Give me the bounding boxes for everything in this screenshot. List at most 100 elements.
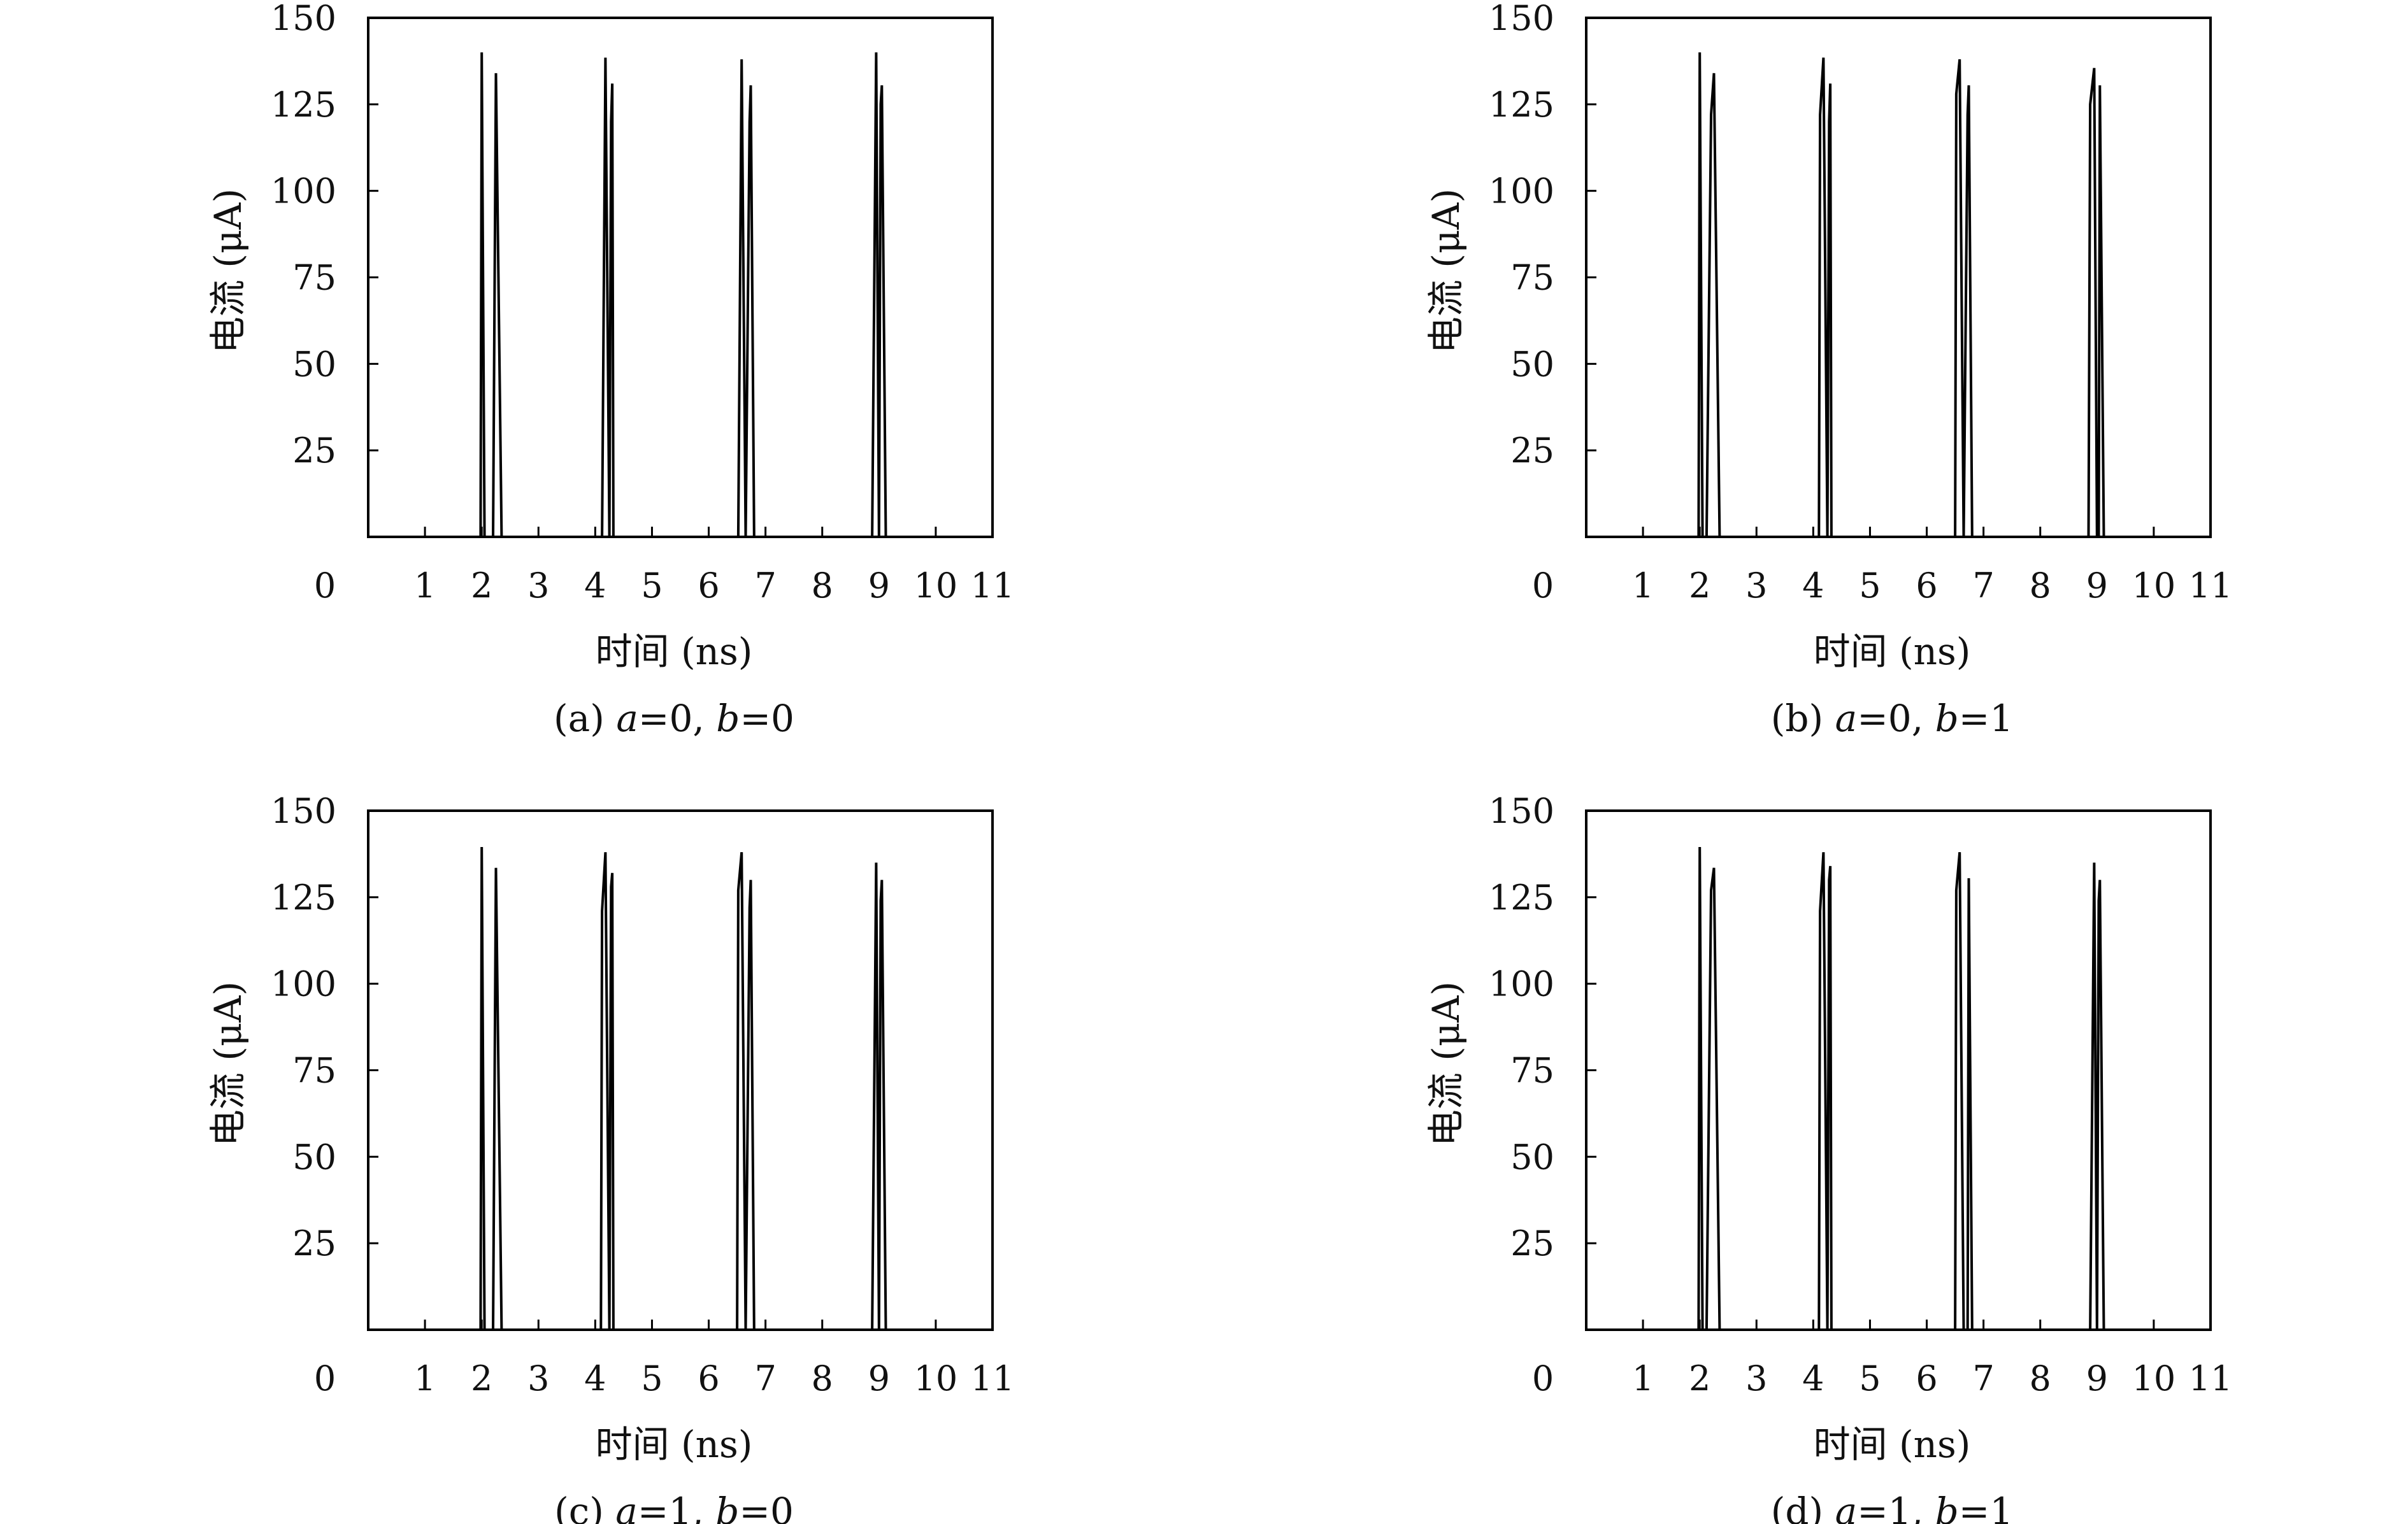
y-tick-label: 50 <box>292 1137 336 1177</box>
caption-prefix: (c) <box>554 1490 615 1524</box>
y-tick-label: 100 <box>1489 964 1554 1004</box>
caption-prefix: (a) <box>554 697 616 740</box>
x-tick-label: 0 <box>1532 566 1554 606</box>
x-tick-label: 11 <box>971 566 1015 606</box>
x-tick-label: 11 <box>971 1358 1015 1399</box>
y-tick-label: 125 <box>1489 85 1554 125</box>
y-tick-label: 125 <box>271 85 336 125</box>
x-tick-label: 5 <box>641 566 663 606</box>
caption-val-b: =0 <box>739 1490 794 1524</box>
caption-prefix: (b) <box>1771 697 1835 740</box>
x-tick-label: 7 <box>754 566 776 606</box>
panel-caption: (a) a=0, b=0 <box>554 697 794 740</box>
y-tick-label: 125 <box>1489 878 1554 918</box>
x-tick-label: 2 <box>1689 566 1710 606</box>
caption-var-a: a <box>615 1490 638 1524</box>
y-tick-label: 125 <box>271 878 336 918</box>
x-tick-label: 7 <box>1972 566 1994 606</box>
x-tick-label: 0 <box>1532 1358 1554 1399</box>
x-tick-label: 4 <box>584 566 606 606</box>
x-tick-label: 6 <box>1916 566 1937 606</box>
series-line <box>1586 846 2211 1331</box>
chart-panel: 0 1 2 3 4 5 6 7 8 9 10 11 25 50 75 100 125 150 时间 (ns) 电流 (… <box>206 791 1014 1524</box>
x-axis-label: 时间 (ns) <box>1814 630 1971 673</box>
x-tick-label: 0 <box>314 1358 336 1399</box>
y-tick-label: 50 <box>1510 344 1554 384</box>
plot-frame <box>367 809 994 1331</box>
x-axis-label: 时间 (ns) <box>596 1423 753 1466</box>
x-tick-label: 0 <box>314 566 336 606</box>
x-tick-label: 11 <box>2189 1358 2233 1399</box>
caption-var-b: b <box>1935 697 1959 740</box>
x-tick-label: 3 <box>527 1358 549 1399</box>
caption-val-b: =1 <box>1959 697 2014 740</box>
y-tick-label: 75 <box>292 1051 336 1091</box>
y-axis-label: 电流 (μA) <box>1424 981 1468 1146</box>
panel-caption: (b) a=0, b=1 <box>1771 697 2013 740</box>
x-tick-label: 1 <box>1632 1358 1654 1399</box>
x-tick-label: 6 <box>1916 1358 1937 1399</box>
x-tick-label: 10 <box>2132 1358 2176 1399</box>
caption-var-b: b <box>1935 1490 1959 1524</box>
panel-caption: (d) a=1, b=1 <box>1771 1490 2013 1524</box>
x-tick-label: 8 <box>2030 566 2051 606</box>
series-line <box>368 846 993 1331</box>
x-tick-label: 6 <box>698 1358 719 1399</box>
x-tick-label: 9 <box>2086 566 2108 606</box>
series-line <box>1586 52 2211 538</box>
caption-var-b: b <box>716 697 740 740</box>
y-axis-label: 电流 (μA) <box>206 189 250 353</box>
x-tick-label: 9 <box>2086 1358 2108 1399</box>
y-tick-label: 100 <box>1489 171 1554 211</box>
x-tick-label: 6 <box>698 566 719 606</box>
y-tick-label: 75 <box>1510 1051 1554 1091</box>
y-tick-label: 25 <box>292 1223 336 1264</box>
caption-var-b: b <box>715 1490 739 1524</box>
x-tick-label: 9 <box>868 566 890 606</box>
caption-val-b: =1 <box>1959 1490 2014 1524</box>
caption-var-a: a <box>616 697 638 740</box>
x-tick-label: 1 <box>1632 566 1654 606</box>
caption-val-a: =1, <box>638 1490 715 1524</box>
x-tick-label: 11 <box>2189 566 2233 606</box>
chart-panel: 0 1 2 3 4 5 6 7 8 9 10 11 25 50 75 100 125 150 时间 (ns) 电流 (… <box>1424 0 2232 740</box>
y-tick-label: 100 <box>271 964 336 1004</box>
y-tick-label: 100 <box>271 171 336 211</box>
chart-panel: 0 1 2 3 4 5 6 7 8 9 10 11 25 50 75 100 125 150 时间 (ns) 电流 (… <box>1424 791 2232 1524</box>
series-line <box>368 52 993 538</box>
y-tick-label: 150 <box>1489 791 1554 831</box>
x-tick-label: 3 <box>1745 1358 1767 1399</box>
y-tick-label: 25 <box>1510 431 1554 471</box>
x-tick-label: 2 <box>471 1358 492 1399</box>
x-tick-label: 2 <box>1689 1358 1710 1399</box>
x-tick-label: 3 <box>1745 566 1767 606</box>
caption-val-a: =0, <box>1857 697 1935 740</box>
panel-caption: (c) a=1, b=0 <box>554 1490 794 1524</box>
x-tick-label: 10 <box>914 1358 958 1399</box>
y-tick-label: 150 <box>271 791 336 831</box>
x-tick-label: 3 <box>527 566 549 606</box>
x-tick-label: 4 <box>584 1358 606 1399</box>
x-tick-label: 1 <box>414 1358 436 1399</box>
x-tick-label: 10 <box>2132 566 2176 606</box>
caption-val-a: =0, <box>638 697 716 740</box>
y-axis-label: 电流 (μA) <box>206 981 250 1146</box>
plot-frame <box>1585 17 2212 538</box>
y-tick-label: 150 <box>1489 0 1554 38</box>
x-tick-label: 5 <box>641 1358 663 1399</box>
y-tick-label: 25 <box>292 431 336 471</box>
x-tick-label: 5 <box>1859 1358 1881 1399</box>
caption-var-a: a <box>1835 697 1858 740</box>
y-tick-label: 50 <box>292 344 336 384</box>
y-tick-label: 75 <box>1510 258 1554 298</box>
plot-frame <box>1585 809 2212 1331</box>
x-tick-label: 5 <box>1859 566 1881 606</box>
x-tick-label: 4 <box>1802 1358 1824 1399</box>
x-axis-label: 时间 (ns) <box>596 630 753 673</box>
x-tick-label: 1 <box>414 566 436 606</box>
x-axis-label: 时间 (ns) <box>1814 1423 1971 1466</box>
y-tick-label: 25 <box>1510 1223 1554 1264</box>
x-tick-label: 8 <box>2030 1358 2051 1399</box>
y-tick-label: 50 <box>1510 1137 1554 1177</box>
